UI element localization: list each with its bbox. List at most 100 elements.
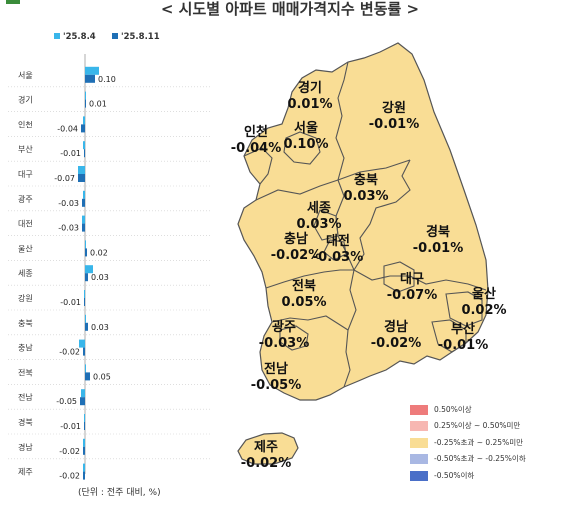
category-label: 인천 [18,119,33,129]
region-value: -0.01% [369,117,420,132]
bar-row: 서울 0.10 [8,66,210,88]
region-name: 울산 [472,286,496,302]
border-gyeonggi-gangwon [335,61,349,181]
map-region-label: 경남-0.02% [371,319,422,351]
bar-prev [82,215,85,224]
legend-swatch [410,437,428,448]
category-label: 강원 [18,293,33,303]
bar-prev [83,141,85,150]
bar-row: 경북 -0.01 [8,414,210,435]
bar-prev [85,240,86,249]
category-label: 대구 [18,170,33,179]
map-region-label: 제주-0.02% [241,440,292,471]
bar-prev [79,339,85,348]
bar-curr [85,99,86,108]
border-gyeonggi-south [255,159,411,201]
region-value: -0.03% [259,336,310,351]
legend-label: 0.25%이상 ~ 0.50%미만 [434,421,521,431]
page-title: < 시도별 아파트 매매가격지수 변동률 > [160,0,420,18]
bar-curr [80,397,85,406]
map-region-label: 전북0.05% [281,278,326,310]
corner-accent [6,0,20,4]
bar-row: 경남 -0.02 [8,438,210,460]
map-region-label: 광주-0.03% [259,320,310,351]
data-label: -0.07 [54,174,75,183]
region-value: -0.02% [241,456,292,471]
data-label: 0.03 [91,323,109,332]
legend-swatch [410,405,428,415]
region-value: -0.02% [371,336,422,351]
data-label: 0.02 [90,248,108,257]
category-label: 충북 [18,319,33,328]
border-daegu [383,261,415,293]
legend-swatch [410,470,428,481]
border-seoul [283,131,321,165]
border-jeonbuk-jeonnam [271,315,349,331]
bar-prev [84,414,85,422]
bar-row: 전남 -0.05 [8,389,210,410]
region-name: 강원 [382,100,406,116]
region-name: 인천 [244,124,268,140]
map-region-label: 경북-0.01% [413,224,464,256]
data-label: -0.02 [59,348,80,357]
category-label: 경북 [18,417,33,427]
bar-prev [83,438,85,447]
region-name: 경북 [426,224,450,240]
region-value: 0.03% [296,217,341,232]
region-name: 대전 [326,233,350,249]
bar-curr [84,149,85,158]
region-name: 광주 [272,320,296,335]
bar-row: 대전 -0.03 [8,215,210,236]
category-label: 경남 [18,442,33,452]
category-label: 서울 [18,71,33,80]
region-value: -0.01% [438,338,489,353]
region-value: 0.02% [461,303,506,318]
bar-row: 경기 0.01 [8,91,210,112]
bar-curr [85,248,87,257]
region-name: 전남 [264,361,288,377]
bar-curr [82,223,85,232]
map-region-label: 경기0.01% [287,80,332,112]
region-value: 0.01% [287,97,332,112]
bar-curr [81,124,85,133]
category-label: 전남 [18,392,33,402]
bar-curr [78,174,85,182]
region-value: 0.05% [281,295,326,310]
region-value: -0.01% [413,241,464,256]
bar-curr [83,347,85,356]
region-name: 부산 [451,321,475,337]
map-region-label: 강원-0.01% [369,100,420,132]
region-name: 경기 [298,80,322,96]
data-label: -0.02 [59,447,80,456]
map-region-label: 대구-0.07% [387,272,438,303]
bar-prev [83,116,85,125]
map-region-label: 인천-0.04% [231,124,282,156]
legend-label: -0.50%초과 ~ -0.25%이하 [434,454,526,464]
region-value: -0.02% [271,248,322,263]
map-region-label: 대전-0.03% [313,233,364,265]
region-name: 경남 [384,319,408,335]
data-label: -0.05 [56,397,77,406]
bar-prev [85,91,86,100]
region-name: 제주 [254,440,278,455]
legend-swatch [54,33,60,39]
category-label: 대전 [18,219,33,229]
bar-curr [84,298,85,306]
category-label: 전북 [18,367,33,377]
category-label: 광주 [18,194,33,204]
map-region-label: 충북0.03% [343,172,388,204]
data-label: 0.01 [89,100,107,109]
data-label: 0.03 [91,273,109,282]
data-label: -0.01 [60,298,81,307]
bar-prev [85,66,99,75]
region-value: -0.07% [387,288,438,303]
data-label: -0.01 [60,422,81,431]
region-name: 전북 [292,278,316,294]
bar-row: 충북 0.03 [8,314,210,336]
legend-label: '25.8.11 [121,32,160,42]
data-label: -0.03 [58,224,79,233]
bar-curr [85,74,95,83]
map-region-label: 충남-0.02% [271,231,322,263]
category-label: 부산 [18,144,33,154]
legend-swatch [410,454,428,465]
